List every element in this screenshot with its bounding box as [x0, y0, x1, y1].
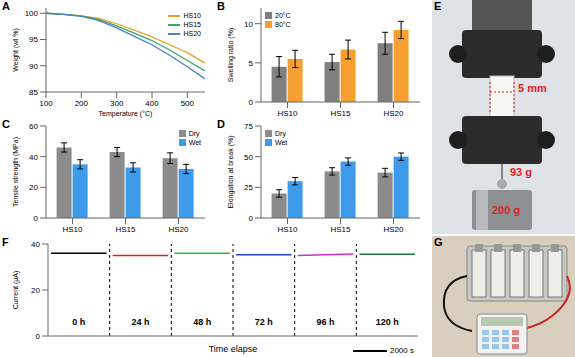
- html-text:F: F: [2, 236, 9, 248]
- svg-text:500: 500: [181, 99, 195, 108]
- svg-text:5: 5: [249, 59, 254, 68]
- html-text:Wet: Wet: [188, 139, 201, 146]
- svg-text:20: 20: [29, 183, 38, 192]
- html-text:D: D: [217, 118, 225, 130]
- svg-text:0: 0: [36, 332, 41, 341]
- svg-text:25: 25: [244, 183, 253, 192]
- svg-text:0: 0: [249, 214, 254, 223]
- svg-text:HS10: HS10: [277, 109, 298, 118]
- svg-text:120 h: 120 h: [376, 317, 399, 327]
- svg-text:96 h: 96 h: [316, 317, 334, 327]
- html-text:HS10: HS10: [183, 12, 201, 19]
- svg-text:Weight (wt %): Weight (wt %): [12, 28, 20, 71]
- svg-text:5 mm: 5 mm: [518, 82, 547, 94]
- svg-text:48 h: 48 h: [193, 317, 211, 327]
- html-text:20°C: 20°C: [275, 12, 291, 19]
- svg-text:HS15: HS15: [330, 109, 351, 118]
- svg-text:40: 40: [31, 240, 40, 249]
- svg-text:200: 200: [75, 99, 89, 108]
- svg-text:HS15: HS15: [115, 225, 136, 234]
- svg-text:100: 100: [39, 99, 53, 108]
- svg-text:400: 400: [145, 99, 159, 108]
- html-text:G: G: [434, 236, 443, 248]
- svg-text:20: 20: [31, 286, 40, 295]
- svg-text:95: 95: [29, 35, 38, 44]
- svg-text:HS15: HS15: [330, 225, 351, 234]
- svg-text:40: 40: [29, 153, 38, 162]
- svg-text:HS20: HS20: [383, 225, 404, 234]
- html-text:Dry: Dry: [188, 130, 200, 137]
- svg-text:90: 90: [29, 62, 38, 71]
- html-text:80°C: 80°C: [275, 21, 291, 28]
- html-text:A: A: [2, 0, 10, 12]
- svg-text:100: 100: [25, 9, 39, 18]
- svg-text:50: 50: [244, 153, 253, 162]
- svg-text:60: 60: [29, 122, 38, 131]
- html-text:2000 s: 2000 s: [390, 346, 414, 355]
- svg-text:72 h: 72 h: [255, 317, 273, 327]
- svg-text:Temperature (°C): Temperature (°C): [99, 110, 153, 118]
- svg-text:24 h: 24 h: [131, 317, 149, 327]
- html-text:Dry: Dry: [275, 130, 286, 137]
- svg-text:200 g: 200 g: [492, 204, 520, 216]
- svg-text:0 h: 0 h: [72, 317, 85, 327]
- svg-text:300: 300: [110, 99, 124, 108]
- svg-text:Tensile strength (MPa): Tensile strength (MPa): [12, 137, 20, 207]
- html-text:HS15: HS15: [183, 21, 201, 28]
- html-text:Wet: Wet: [275, 139, 288, 146]
- svg-text:HS20: HS20: [168, 225, 189, 234]
- svg-text:Time elapse: Time elapse: [209, 344, 258, 354]
- svg-text:HS20: HS20: [383, 109, 404, 118]
- svg-text:HS10: HS10: [62, 225, 83, 234]
- svg-text:Current (μA): Current (μA): [12, 271, 20, 310]
- svg-text:0: 0: [34, 214, 39, 223]
- svg-text:HS10: HS10: [277, 225, 298, 234]
- svg-text:Swelling ratio (%): Swelling ratio (%): [227, 28, 235, 82]
- html-text:C: C: [2, 118, 10, 130]
- svg-text:85: 85: [29, 88, 38, 97]
- html-text:B: B: [217, 0, 225, 12]
- svg-text:Elongation at break (%): Elongation at break (%): [227, 135, 235, 208]
- svg-text:0: 0: [249, 98, 254, 107]
- html-text:HS20: HS20: [183, 30, 201, 37]
- svg-text:75: 75: [244, 122, 253, 131]
- svg-text:93 g: 93 g: [510, 166, 532, 178]
- svg-text:10: 10: [244, 20, 253, 29]
- html-text:E: E: [434, 0, 442, 12]
